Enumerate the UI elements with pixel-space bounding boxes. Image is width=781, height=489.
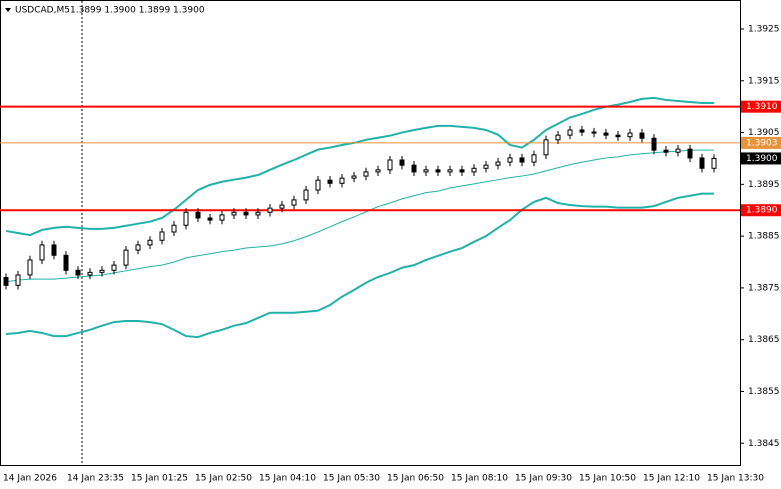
candle-body (387, 159, 393, 171)
x-tick-label: 15 Jan 01:25 (131, 474, 188, 484)
plot-frame (0, 0, 741, 466)
candle-body (627, 132, 633, 138)
candle-body (507, 157, 513, 163)
candle-body (375, 169, 381, 173)
candle-body (339, 177, 345, 184)
candle-body (531, 154, 537, 163)
candle-body (15, 274, 21, 286)
candle-body (711, 157, 717, 169)
price-tag-label: 1.3900 (746, 154, 778, 164)
candle-body (411, 164, 417, 173)
candle-body (159, 231, 165, 241)
price-tag (741, 152, 781, 165)
candle-body (615, 134, 621, 138)
price-tag (741, 100, 781, 113)
symbol-title: USDCAD,M5 (15, 6, 70, 16)
y-tick-label: 1.3905 (748, 128, 780, 138)
candle-body (267, 207, 273, 213)
x-tick-label: 14 Jan 23:35 (67, 474, 124, 484)
candle-body (687, 148, 693, 159)
candle-body (279, 204, 285, 209)
ohlc-info: 1.3899 1.3900 1.3899 1.3900 (70, 6, 205, 16)
candle-body (303, 189, 309, 201)
candle-body (195, 211, 201, 219)
candle-body (315, 179, 321, 191)
candle-body (27, 259, 33, 276)
candle-body (675, 148, 681, 153)
candle-body (111, 264, 117, 271)
candle-body (63, 254, 69, 271)
candle-body (519, 157, 525, 163)
x-tick-label: 15 Jan 06:50 (387, 474, 444, 484)
candle-body (567, 129, 573, 136)
candle-body (135, 244, 141, 251)
candle-body (483, 164, 489, 169)
y-tick-label: 1.3865 (748, 335, 780, 345)
x-tick-label: 15 Jan 13:30 (707, 474, 764, 484)
price-tag-label: 1.3910 (746, 102, 778, 112)
y-tick-label: 1.3925 (748, 24, 780, 34)
candle-body (243, 211, 249, 216)
candle-body (579, 129, 585, 133)
candle-body (555, 134, 561, 141)
candle-body (219, 214, 225, 221)
bollinger-band (5, 192, 714, 339)
candle-body (39, 244, 45, 261)
candle-body (435, 169, 441, 173)
candle-body (363, 171, 369, 177)
candle-body (471, 167, 477, 173)
x-tick-label: 15 Jan 12:10 (643, 474, 700, 484)
candle-body (51, 244, 57, 256)
y-tick-label: 1.3895 (748, 180, 780, 190)
candle-body (99, 269, 105, 273)
y-tick-label: 1.3845 (748, 439, 780, 449)
candle-body (399, 159, 405, 166)
candle-body (459, 169, 465, 173)
candle-body (591, 131, 597, 134)
candle-body (663, 149, 669, 153)
candle-body (231, 211, 237, 216)
candle-body (3, 277, 9, 286)
candle-body (183, 211, 189, 226)
y-tick-label: 1.3875 (748, 283, 780, 293)
candle-body (75, 269, 81, 276)
price-tag (741, 204, 781, 217)
x-tick-label: 15 Jan 04:10 (259, 474, 316, 484)
x-tick-label: 15 Jan 09:30 (515, 474, 572, 484)
menu-arrow (5, 8, 11, 12)
candle-body (147, 239, 153, 246)
candle-body (351, 175, 357, 179)
candle-body (87, 271, 93, 276)
candle-body (207, 217, 213, 221)
candle-body (639, 132, 645, 139)
price-tag (741, 136, 781, 149)
x-tick-label: 15 Jan 08:10 (451, 474, 508, 484)
candle-body (291, 199, 297, 206)
y-tick-label: 1.3915 (748, 76, 780, 86)
candle-body (123, 249, 129, 266)
x-tick-label: 15 Jan 05:30 (323, 474, 380, 484)
y-tick-label: 1.3885 (748, 232, 780, 242)
candle-body (543, 139, 549, 156)
y-tick-label: 1.3855 (748, 387, 780, 397)
candle-body (171, 224, 177, 233)
price-tag-label: 1.3903 (746, 138, 778, 148)
candle-body (603, 132, 609, 136)
candle-body (423, 169, 429, 173)
candle-body (495, 161, 501, 166)
x-tick-label: 15 Jan 02:50 (195, 474, 252, 484)
candle-body (255, 211, 261, 216)
candle-body (651, 137, 657, 151)
x-tick-label: 15 Jan 10:50 (579, 474, 636, 484)
candle-body (699, 157, 705, 169)
candle-body (447, 169, 453, 173)
candle-body (327, 179, 333, 184)
price-tag-label: 1.3890 (746, 206, 778, 216)
bollinger-band (5, 96, 714, 237)
bollinger-band (5, 149, 714, 283)
x-tick-label: 14 Jan 2026 (3, 474, 57, 484)
